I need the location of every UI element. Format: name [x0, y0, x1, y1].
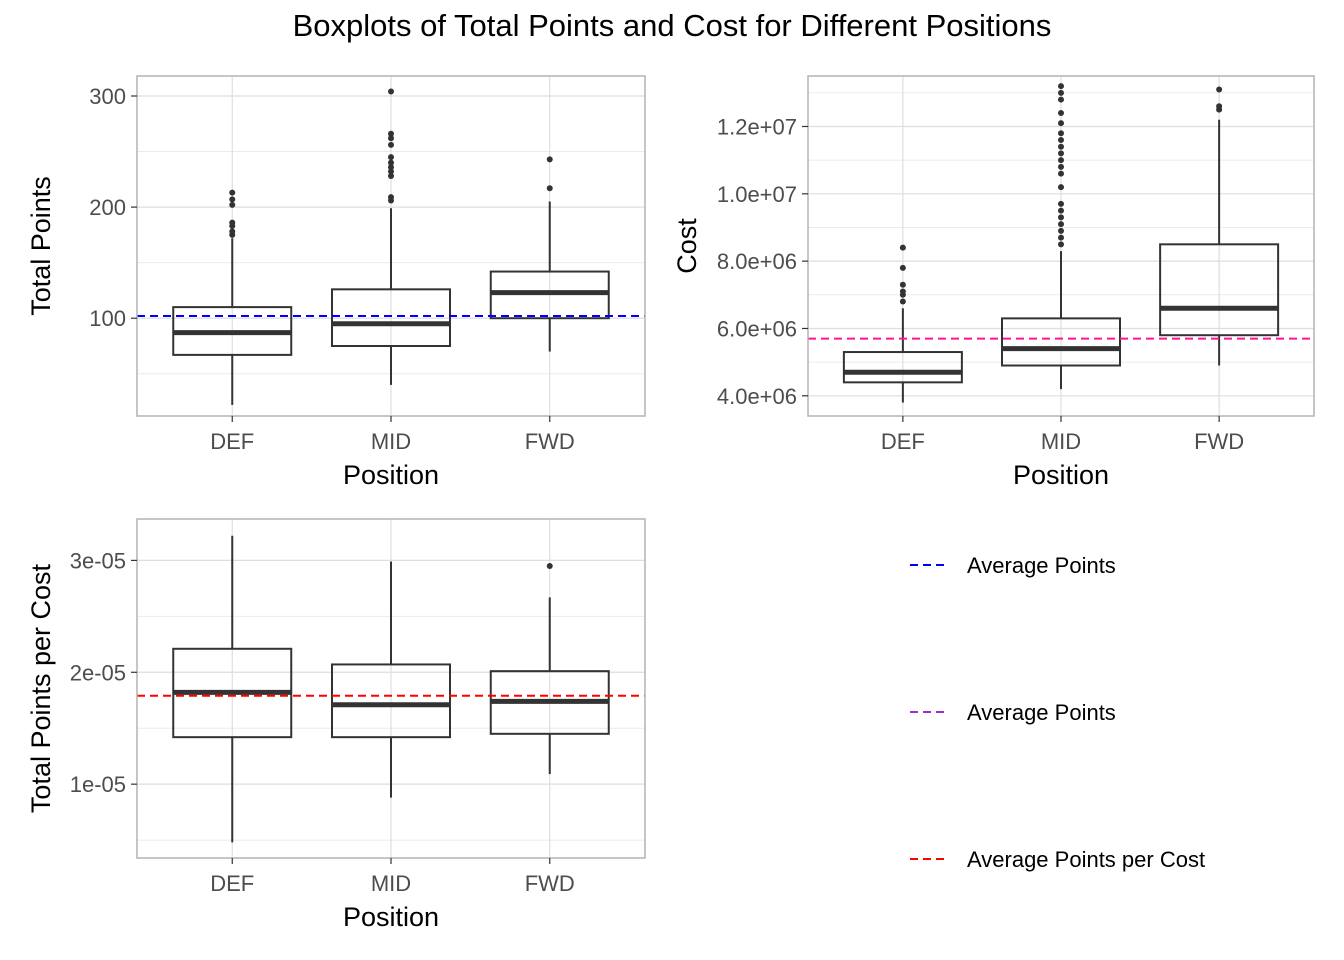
x-tick-label: MID	[371, 871, 411, 896]
box-iqr	[1159, 243, 1280, 337]
outlier-point	[388, 164, 394, 171]
outlier-point	[1058, 89, 1064, 96]
box-iqr	[331, 288, 451, 348]
box-fwd	[489, 156, 610, 352]
box-mid	[1001, 83, 1121, 390]
outlier-point	[229, 189, 236, 196]
x-tick-label: FWD	[525, 871, 575, 896]
outlier-point	[388, 154, 394, 161]
outlier-point	[229, 196, 236, 203]
panel-total-points: 100 200 300 DEF MID FWD Position Total Points	[26, 75, 646, 490]
outlier-point	[388, 194, 394, 201]
outlier-point	[1058, 214, 1064, 221]
outlier-point	[1058, 150, 1064, 157]
y-tick-label: 6.0e+06	[717, 316, 797, 341]
outlier-point	[229, 201, 236, 208]
x-tick-label: MID	[371, 429, 411, 454]
outlier-point	[1058, 200, 1064, 207]
outlier-point	[388, 130, 394, 137]
outlier-point	[388, 173, 394, 179]
legend-label: Average Points	[967, 553, 1116, 578]
outlier-point	[1058, 163, 1064, 170]
box-iqr	[331, 663, 451, 739]
outlier-point	[899, 244, 906, 251]
outlier-point	[546, 562, 553, 569]
outlier-point	[1058, 184, 1064, 191]
outlier-point	[1058, 227, 1064, 234]
x-axis-title: Position	[343, 460, 439, 490]
y-tick-label: 1.0e+07	[717, 182, 797, 207]
outlier-point	[899, 264, 906, 271]
x-tick-label: DEF	[210, 429, 254, 454]
outlier-point	[1058, 130, 1064, 137]
outlier-point	[1058, 170, 1064, 177]
y-tick-label: 2e-05	[70, 660, 126, 685]
box-def	[172, 535, 293, 843]
outlier-point	[1058, 136, 1064, 143]
outlier-point	[1058, 96, 1064, 103]
y-tick-label: 1.2e+07	[717, 114, 797, 139]
panel-points-per-cost: 1e-05 2e-05 3e-05 DEF MID FWD Position Total Po…	[26, 518, 646, 932]
y-tick-label: 3e-05	[70, 548, 126, 573]
chart-title: Boxplots of Total Points and Cost for Di…	[292, 8, 1052, 43]
outlier-point	[1216, 103, 1223, 110]
legend-item: Average Points per Cost	[910, 847, 1205, 872]
legend-item: Average Points	[910, 553, 1116, 578]
box-mid	[331, 561, 451, 798]
outlier-point	[1216, 86, 1223, 93]
y-tick-label: 8.0e+06	[717, 249, 797, 274]
box-mid	[331, 88, 451, 385]
outlier-point	[1058, 207, 1064, 214]
outlier-point	[1058, 234, 1064, 241]
outlier-point	[1058, 83, 1064, 90]
x-axis-title: Position	[1013, 460, 1109, 490]
outlier-point	[1058, 110, 1064, 117]
y-tick-label: 300	[89, 84, 126, 109]
outlier-point	[1058, 120, 1064, 127]
outlier-point	[546, 156, 553, 163]
outlier-point	[388, 168, 394, 175]
x-tick-label: DEF	[881, 429, 925, 454]
x-tick-label: FWD	[1194, 429, 1244, 454]
x-tick-label: FWD	[525, 429, 575, 454]
x-tick-label: DEF	[210, 871, 254, 896]
legend-label: Average Points per Cost	[967, 847, 1205, 872]
y-tick-label: 200	[89, 195, 126, 220]
legend-label: Average Points	[967, 700, 1116, 725]
legend-item: Average Points	[910, 700, 1116, 725]
box-def	[842, 244, 963, 403]
outlier-point	[388, 88, 394, 95]
box-fwd	[1159, 86, 1280, 366]
outlier-point	[388, 141, 394, 148]
outlier-point	[1058, 143, 1064, 150]
y-axis-title: Total Points	[26, 176, 56, 316]
y-tick-label: 100	[89, 306, 126, 331]
outlier-point	[388, 159, 394, 166]
outlier-point	[1058, 157, 1064, 164]
outlier-point	[229, 228, 236, 235]
outlier-point	[1058, 221, 1064, 228]
box-fwd	[489, 562, 610, 775]
box-iqr	[1001, 317, 1121, 367]
outlier-point	[1058, 241, 1064, 248]
legend: Average Points Average Points Average Poin…	[910, 553, 1205, 872]
outlier-point	[899, 281, 906, 288]
outlier-point	[229, 219, 236, 226]
outlier-point	[899, 288, 906, 295]
outlier-point	[388, 135, 394, 142]
y-tick-label: 1e-05	[70, 772, 126, 797]
box-def	[172, 189, 293, 405]
panel-cost: 4.0e+06 6.0e+06 8.0e+06 1.0e+07 1.2e+07 DEF MI…	[672, 75, 1315, 490]
x-axis-title: Position	[343, 902, 439, 932]
outlier-point	[546, 185, 553, 192]
y-axis-title: Total Points per Cost	[26, 563, 56, 813]
y-tick-label: 4.0e+06	[717, 384, 797, 409]
outlier-point	[899, 298, 906, 305]
box-iqr	[842, 351, 963, 384]
y-axis-title: Cost	[672, 218, 702, 274]
x-tick-label: MID	[1041, 429, 1081, 454]
